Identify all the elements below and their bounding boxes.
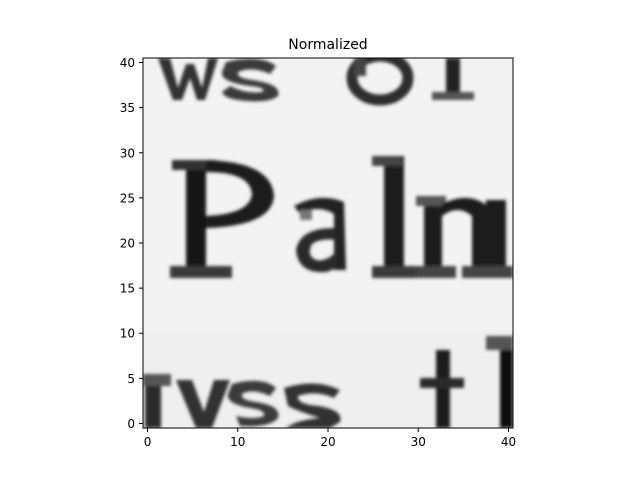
y-tick-label: 15 xyxy=(120,282,135,296)
top-row-glyphs xyxy=(158,58,474,106)
x-tick-label: 30 xyxy=(411,435,426,449)
y-tick-label: 30 xyxy=(120,146,135,160)
y-tick-label: 20 xyxy=(120,237,135,251)
bottom-row-glyphs xyxy=(143,336,513,428)
x-tick-label: 40 xyxy=(501,435,516,449)
x-tick-label: 0 xyxy=(144,435,152,449)
y-tick-label: 35 xyxy=(120,101,135,115)
plot-area xyxy=(143,58,513,428)
x-tick-label: 10 xyxy=(230,435,245,449)
y-tick-label: 25 xyxy=(120,191,135,205)
y-tick-label: 40 xyxy=(120,56,135,70)
x-axis-ticks: 0 10 20 30 40 xyxy=(144,428,516,449)
middle-word-glyphs xyxy=(170,156,513,278)
scanned-glyphs xyxy=(143,58,513,428)
y-tick-label: 5 xyxy=(127,372,135,386)
x-tick-label: 20 xyxy=(320,435,335,449)
y-axis-ticks: 0 5 10 15 20 25 30 35 40 xyxy=(120,56,143,431)
chart-title: Normalized xyxy=(288,37,367,53)
y-tick-label: 0 xyxy=(127,417,135,431)
y-tick-label: 10 xyxy=(120,327,135,341)
